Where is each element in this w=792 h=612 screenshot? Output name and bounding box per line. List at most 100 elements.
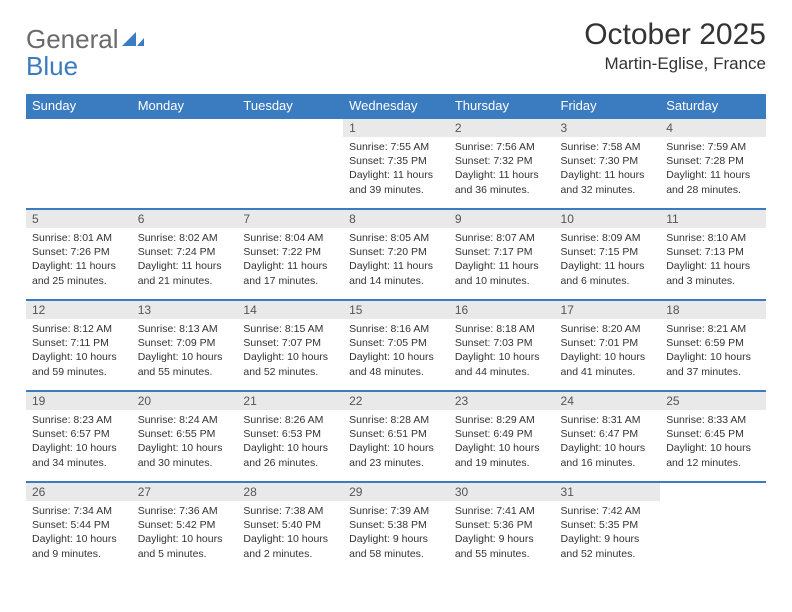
day-cell-line: Daylight: 11 hours and 10 minutes. (455, 259, 549, 287)
day-cell-line: Sunrise: 7:56 AM (455, 140, 549, 154)
day-cell-line: Daylight: 11 hours and 25 minutes. (32, 259, 126, 287)
day-cell-line: Sunrise: 8:16 AM (349, 322, 443, 336)
day-number: 15 (343, 300, 449, 319)
day-cell-line: Daylight: 10 hours and 34 minutes. (32, 441, 126, 469)
day-cell-line: Sunset: 6:51 PM (349, 427, 443, 441)
day-cell-line: Sunrise: 8:33 AM (666, 413, 760, 427)
day-cell-line: Daylight: 10 hours and 59 minutes. (32, 350, 126, 378)
day-cell: Sunrise: 8:28 AMSunset: 6:51 PMDaylight:… (343, 410, 449, 482)
daynum-row: 567891011 (26, 209, 766, 228)
day-cell-line: Daylight: 10 hours and 44 minutes. (455, 350, 549, 378)
day-cell-line: Sunrise: 8:01 AM (32, 231, 126, 245)
day-number: 9 (449, 209, 555, 228)
day-cell: Sunrise: 7:59 AMSunset: 7:28 PMDaylight:… (660, 137, 766, 209)
day-cell-line: Daylight: 9 hours and 58 minutes. (349, 532, 443, 560)
day-cell-line: Sunrise: 8:28 AM (349, 413, 443, 427)
day-cell: Sunrise: 8:09 AMSunset: 7:15 PMDaylight:… (555, 228, 661, 300)
day-cell-line: Sunrise: 8:20 AM (561, 322, 655, 336)
day-header: Wednesday (343, 94, 449, 118)
day-cell-line: Daylight: 10 hours and 5 minutes. (138, 532, 232, 560)
day-cell-line: Sunset: 7:09 PM (138, 336, 232, 350)
day-number: 10 (555, 209, 661, 228)
day-header-row: SundayMondayTuesdayWednesdayThursdayFrid… (26, 94, 766, 118)
day-number: 29 (343, 482, 449, 501)
day-cell: Sunrise: 8:05 AMSunset: 7:20 PMDaylight:… (343, 228, 449, 300)
day-cell-line: Sunset: 5:44 PM (32, 518, 126, 532)
daynum-row: 19202122232425 (26, 391, 766, 410)
day-cell-line: Sunrise: 8:02 AM (138, 231, 232, 245)
day-number: 12 (26, 300, 132, 319)
day-cell: Sunrise: 8:02 AMSunset: 7:24 PMDaylight:… (132, 228, 238, 300)
day-cell: Sunrise: 8:10 AMSunset: 7:13 PMDaylight:… (660, 228, 766, 300)
day-cell-line: Daylight: 11 hours and 32 minutes. (561, 168, 655, 196)
day-cell-line: Daylight: 11 hours and 17 minutes. (243, 259, 337, 287)
day-cell-line: Sunrise: 7:36 AM (138, 504, 232, 518)
day-header: Saturday (660, 94, 766, 118)
daynum-row: 12131415161718 (26, 300, 766, 319)
calendar-table: SundayMondayTuesdayWednesdayThursdayFrid… (26, 94, 766, 573)
day-cell: Sunrise: 7:36 AMSunset: 5:42 PMDaylight:… (132, 501, 238, 573)
day-number: 19 (26, 391, 132, 410)
day-cell: Sunrise: 7:41 AMSunset: 5:36 PMDaylight:… (449, 501, 555, 573)
day-cell-line: Daylight: 10 hours and 37 minutes. (666, 350, 760, 378)
day-number: 23 (449, 391, 555, 410)
day-number: 30 (449, 482, 555, 501)
location-label: Martin-Eglise, France (584, 54, 766, 74)
calendar-body: 1234Sunrise: 7:55 AMSunset: 7:35 PMDayli… (26, 118, 766, 573)
details-row: Sunrise: 8:12 AMSunset: 7:11 PMDaylight:… (26, 319, 766, 391)
day-cell: Sunrise: 7:38 AMSunset: 5:40 PMDaylight:… (237, 501, 343, 573)
day-number (237, 118, 343, 137)
day-cell-line: Sunrise: 7:55 AM (349, 140, 443, 154)
day-cell-line: Sunset: 7:24 PM (138, 245, 232, 259)
day-header: Sunday (26, 94, 132, 118)
day-cell: Sunrise: 7:39 AMSunset: 5:38 PMDaylight:… (343, 501, 449, 573)
day-cell-line: Daylight: 11 hours and 39 minutes. (349, 168, 443, 196)
day-cell (660, 501, 766, 573)
day-cell-line: Sunrise: 7:41 AM (455, 504, 549, 518)
day-cell-line: Sunset: 6:53 PM (243, 427, 337, 441)
day-number: 2 (449, 118, 555, 137)
day-cell: Sunrise: 7:34 AMSunset: 5:44 PMDaylight:… (26, 501, 132, 573)
day-cell-line: Sunset: 6:49 PM (455, 427, 549, 441)
day-cell: Sunrise: 7:56 AMSunset: 7:32 PMDaylight:… (449, 137, 555, 209)
day-cell-line: Daylight: 10 hours and 26 minutes. (243, 441, 337, 469)
day-cell-line: Daylight: 10 hours and 9 minutes. (32, 532, 126, 560)
day-cell-line: Sunrise: 8:21 AM (666, 322, 760, 336)
day-cell-line: Sunset: 5:36 PM (455, 518, 549, 532)
day-cell-line: Sunset: 7:03 PM (455, 336, 549, 350)
day-cell-line: Sunrise: 7:34 AM (32, 504, 126, 518)
day-number (132, 118, 238, 137)
day-cell: Sunrise: 8:15 AMSunset: 7:07 PMDaylight:… (237, 319, 343, 391)
day-cell (132, 137, 238, 209)
day-cell-line: Sunset: 6:47 PM (561, 427, 655, 441)
day-cell-line: Sunrise: 7:42 AM (561, 504, 655, 518)
day-number: 22 (343, 391, 449, 410)
day-cell-line: Sunset: 5:35 PM (561, 518, 655, 532)
day-cell-line: Daylight: 11 hours and 6 minutes. (561, 259, 655, 287)
day-number: 1 (343, 118, 449, 137)
day-cell-line: Daylight: 9 hours and 52 minutes. (561, 532, 655, 560)
day-cell-line: Daylight: 10 hours and 19 minutes. (455, 441, 549, 469)
day-cell-line: Daylight: 10 hours and 55 minutes. (138, 350, 232, 378)
day-cell-line: Daylight: 11 hours and 3 minutes. (666, 259, 760, 287)
day-cell-line: Sunset: 7:35 PM (349, 154, 443, 168)
day-cell-line: Daylight: 9 hours and 55 minutes. (455, 532, 549, 560)
day-cell-line: Sunset: 7:32 PM (455, 154, 549, 168)
day-cell-line: Sunset: 6:55 PM (138, 427, 232, 441)
day-number: 5 (26, 209, 132, 228)
day-cell: Sunrise: 8:01 AMSunset: 7:26 PMDaylight:… (26, 228, 132, 300)
day-cell: Sunrise: 8:31 AMSunset: 6:47 PMDaylight:… (555, 410, 661, 482)
day-cell-line: Sunset: 6:57 PM (32, 427, 126, 441)
day-cell-line: Sunrise: 8:26 AM (243, 413, 337, 427)
day-number: 21 (237, 391, 343, 410)
day-header: Thursday (449, 94, 555, 118)
logo-icon (122, 24, 144, 55)
day-header: Monday (132, 94, 238, 118)
day-cell-line: Daylight: 11 hours and 21 minutes. (138, 259, 232, 287)
day-cell: Sunrise: 8:20 AMSunset: 7:01 PMDaylight:… (555, 319, 661, 391)
day-number: 28 (237, 482, 343, 501)
day-cell: Sunrise: 8:26 AMSunset: 6:53 PMDaylight:… (237, 410, 343, 482)
day-cell-line: Sunset: 6:45 PM (666, 427, 760, 441)
day-header: Tuesday (237, 94, 343, 118)
day-number: 20 (132, 391, 238, 410)
